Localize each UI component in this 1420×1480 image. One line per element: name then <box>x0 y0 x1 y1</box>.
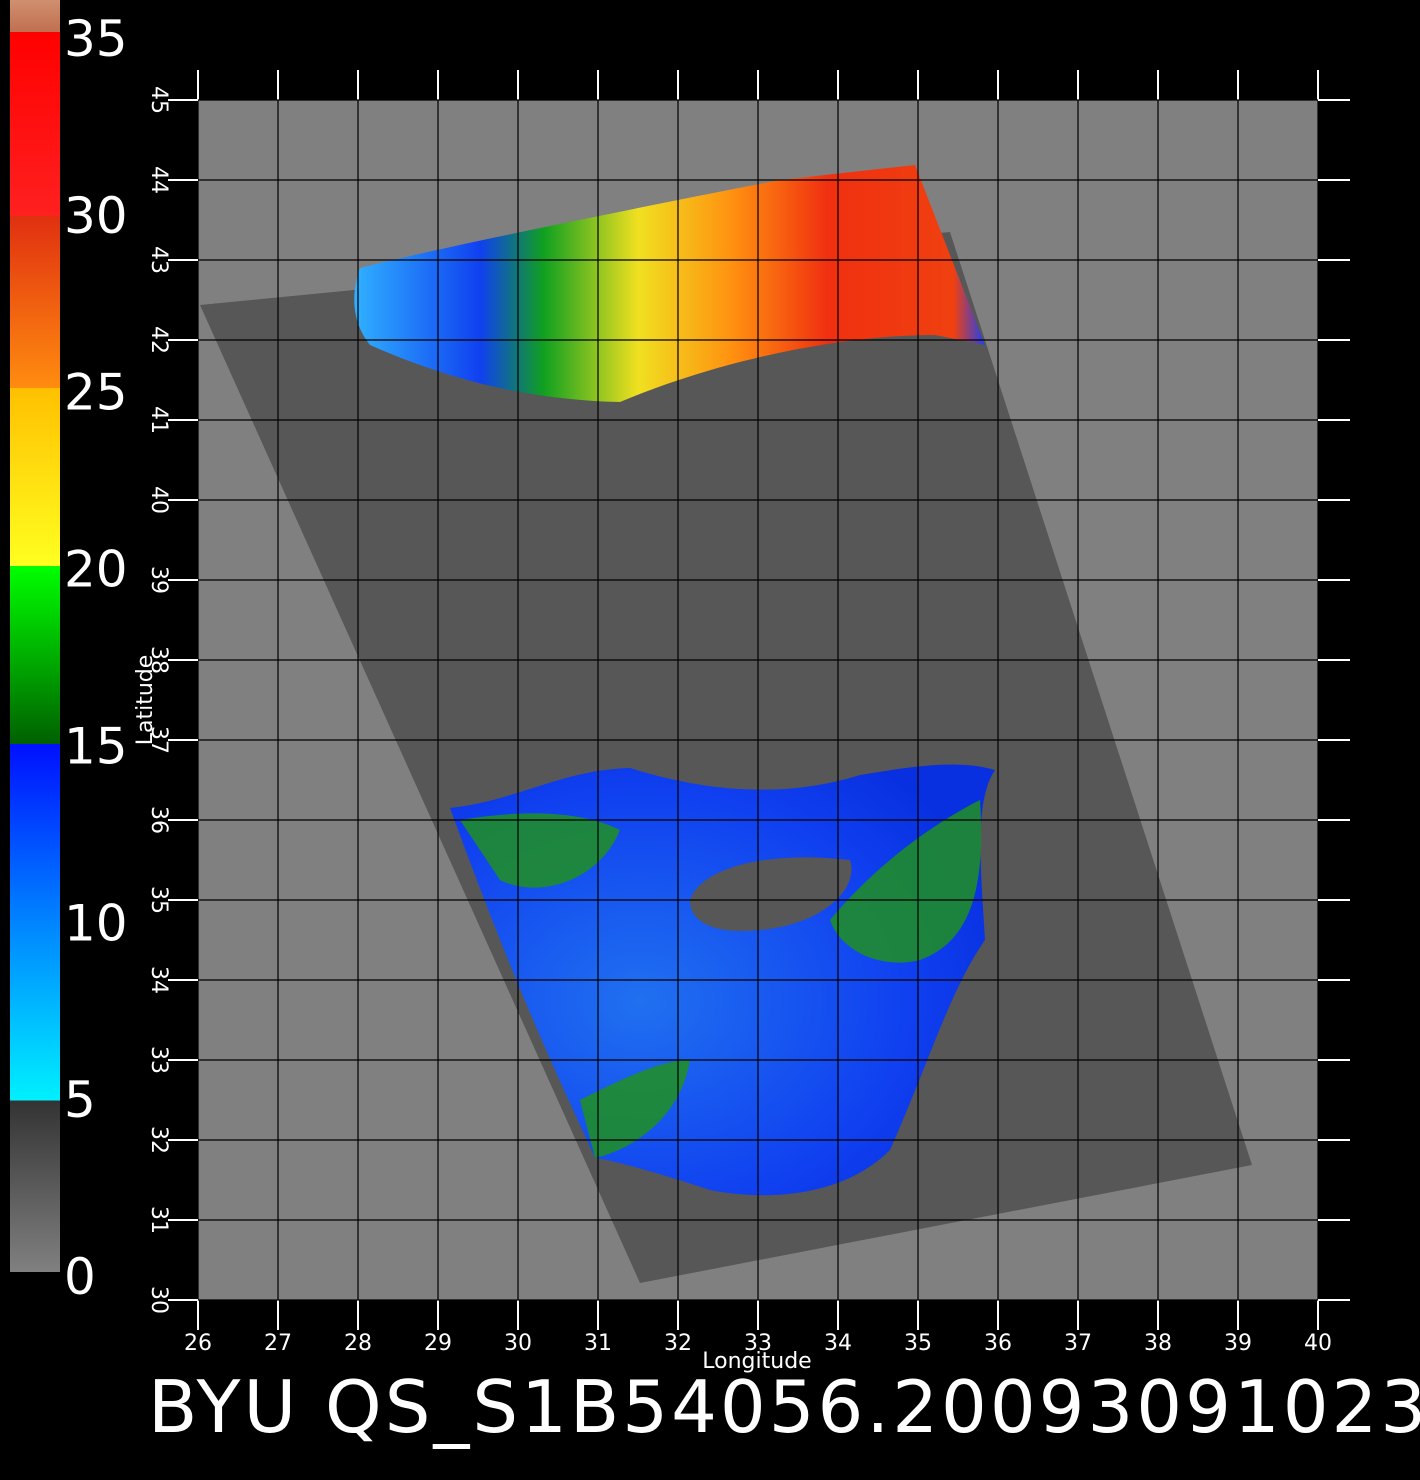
colorbar-tick-label: 25 <box>64 364 128 422</box>
title: BYU QS_S1B54056.20093091023 <box>148 1365 1420 1449</box>
colorbar-tick-label: 30 <box>64 187 128 245</box>
colorbar-tick-label: 10 <box>64 894 128 952</box>
y-tick-label: 36 <box>146 806 171 834</box>
x-tick-label: 36 <box>984 1331 1012 1356</box>
y-tick-label: 31 <box>146 1206 171 1234</box>
y-tick-label: 38 <box>146 646 171 674</box>
y-tick-label: 45 <box>146 86 171 114</box>
y-tick-label: 42 <box>146 326 171 354</box>
y-tick-label: 44 <box>146 166 171 194</box>
colorbar-tick-label: 15 <box>64 717 128 775</box>
y-tick-label: 30 <box>146 1286 171 1314</box>
swath <box>200 232 1252 1283</box>
x-axis-label: Longitude <box>702 1349 811 1374</box>
x-tick-label: 28 <box>344 1331 372 1356</box>
colorbar-tick-label: 5 <box>64 1071 96 1129</box>
island <box>690 857 852 931</box>
y-tick-label: 41 <box>146 406 171 434</box>
x-tick-label: 39 <box>1224 1331 1252 1356</box>
wind-field-north <box>354 165 985 402</box>
x-tick-label: 40 <box>1304 1331 1332 1356</box>
x-tick-label: 33 <box>744 1331 772 1356</box>
y-tick-label: 33 <box>146 1046 171 1074</box>
y-tick-label: 35 <box>146 886 171 914</box>
x-tick-label: 29 <box>424 1331 452 1356</box>
x-tick-label: 26 <box>184 1331 212 1356</box>
x-tick-label: 32 <box>664 1331 692 1356</box>
colorbar-tick-label: 0 <box>64 1248 96 1306</box>
axes: 26 27 28 29 30 31 32 33 34 35 36 37 38 39 40 30 31 32 33 34… <box>64 10 1350 1356</box>
x-tick-label: 35 <box>904 1331 932 1356</box>
x-tick-label: 31 <box>584 1331 612 1356</box>
colorbar-tick-label: 35 <box>64 10 128 68</box>
y-tick-label: 40 <box>146 486 171 514</box>
y-tick-label: 34 <box>146 966 171 994</box>
x-tick-label: 27 <box>264 1331 292 1356</box>
wind-field-moderate <box>460 800 982 1158</box>
y-tick-label: 32 <box>146 1126 171 1154</box>
y-axis-label: Latitude <box>133 655 158 746</box>
y-tick-label: 37 <box>146 726 171 754</box>
y-tick-label: 39 <box>146 566 171 594</box>
x-tick-label: 38 <box>1144 1331 1172 1356</box>
colorbar-tick-label: 20 <box>64 541 128 599</box>
colorbar <box>10 0 60 1272</box>
x-tick-label: 37 <box>1064 1331 1092 1356</box>
y-tick-label: 43 <box>146 246 171 274</box>
x-tick-label: 30 <box>504 1331 532 1356</box>
x-tick-label: 34 <box>824 1331 852 1356</box>
